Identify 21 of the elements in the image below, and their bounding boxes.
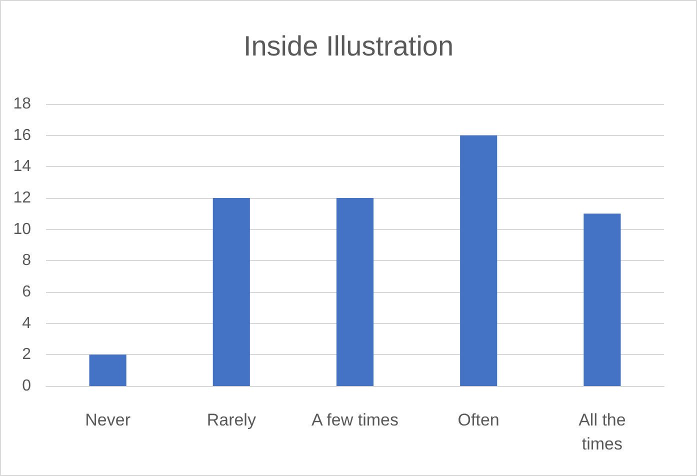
bar <box>89 354 126 386</box>
bar <box>584 214 621 386</box>
y-tick-label: 16 <box>13 126 32 144</box>
y-tick-label: 8 <box>22 252 32 270</box>
bar <box>336 198 374 386</box>
x-tick-label: Never <box>85 410 131 430</box>
y-tick-label: 4 <box>22 314 32 332</box>
x-tick-label: Rarely <box>206 410 256 430</box>
chart-title: Inside Illustration <box>243 30 454 62</box>
bar <box>212 198 250 386</box>
y-tick-label: 14 <box>13 158 32 176</box>
y-tick-label: 2 <box>22 346 32 364</box>
y-tick-label: 6 <box>22 284 32 300</box>
bar <box>460 135 498 386</box>
y-tick-label: 0 <box>22 378 32 394</box>
y-tick-label: 18 <box>13 96 32 112</box>
y-tick-label: 10 <box>13 220 32 238</box>
x-tick-label: All the times <box>578 410 626 454</box>
x-tick-label: A few times <box>312 410 398 430</box>
x-tick-label: Often <box>458 410 500 430</box>
y-tick-label: 12 <box>13 190 32 206</box>
